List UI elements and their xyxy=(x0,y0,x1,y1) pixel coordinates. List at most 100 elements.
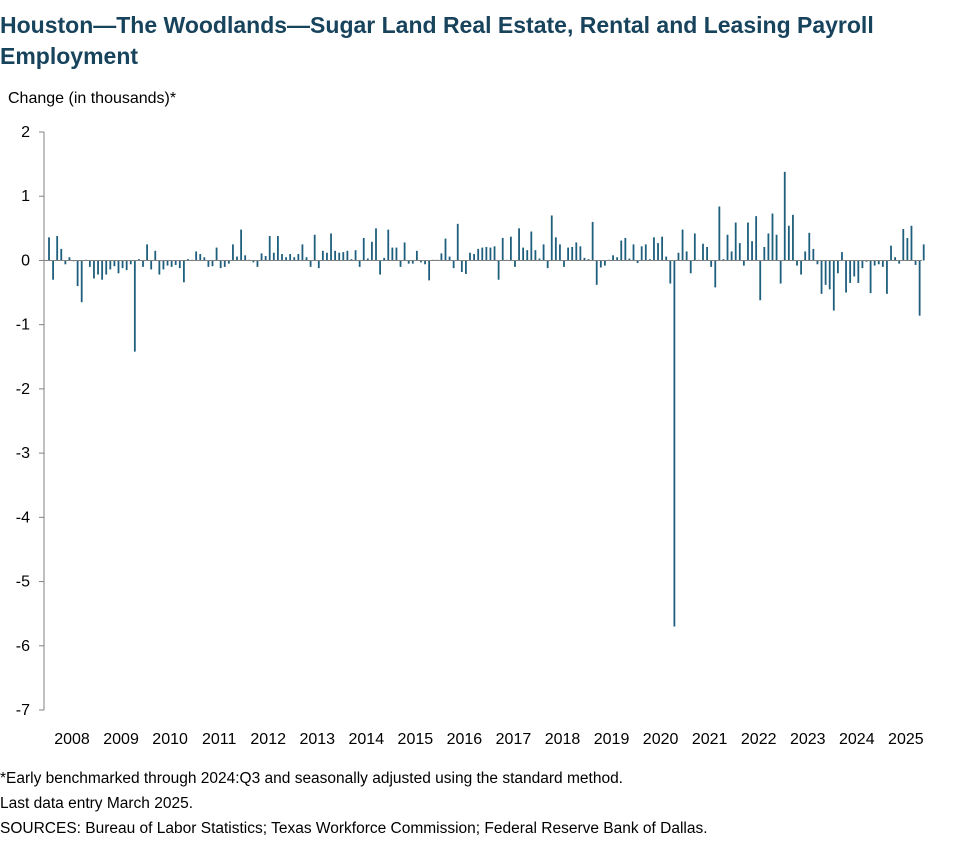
y-axis-label: Change (in thousands)* xyxy=(8,90,177,107)
bar xyxy=(550,215,553,261)
bar xyxy=(632,244,635,261)
bar xyxy=(97,260,99,275)
bar xyxy=(150,260,153,270)
bar xyxy=(685,251,688,261)
bar xyxy=(861,260,864,269)
bar xyxy=(403,242,406,261)
bar xyxy=(898,260,901,264)
footnote-benchmark: *Early benchmarked through 2024:Q3 and s… xyxy=(0,770,623,787)
bar xyxy=(522,247,525,261)
chart-title: Houston—The Woodlands—Sugar Land Real Es… xyxy=(0,12,874,69)
bar xyxy=(824,260,827,285)
bar xyxy=(272,252,275,261)
bar xyxy=(366,258,369,261)
bar xyxy=(890,245,892,261)
bar xyxy=(252,260,255,263)
bar xyxy=(653,237,655,261)
bar xyxy=(448,256,451,261)
bar xyxy=(48,237,50,261)
bars xyxy=(48,171,925,627)
bar xyxy=(738,243,741,261)
bar xyxy=(121,260,124,269)
bar xyxy=(203,257,206,261)
y-tick-label: -1 xyxy=(16,317,30,334)
bar xyxy=(881,260,884,267)
bar xyxy=(138,259,140,261)
bar xyxy=(763,246,766,261)
bar xyxy=(493,246,496,261)
bar xyxy=(305,257,308,261)
bar xyxy=(407,260,410,264)
bar xyxy=(338,252,341,261)
bar xyxy=(714,260,717,288)
bar xyxy=(722,259,725,261)
y-tick-label: -5 xyxy=(16,574,30,591)
bar xyxy=(616,257,619,261)
bar xyxy=(375,228,377,261)
bar xyxy=(620,240,623,261)
bar xyxy=(542,244,545,261)
bar xyxy=(56,236,59,261)
bar xyxy=(518,228,520,261)
footnote-last-entry: Last data entry March 2025. xyxy=(0,795,194,812)
y-axis: 2 1 0 -1 -2 -3 -4 -5 -6 -7 xyxy=(16,124,45,719)
bar xyxy=(440,253,443,261)
bar xyxy=(922,244,925,261)
x-tick-label: 2012 xyxy=(250,731,286,748)
bar xyxy=(886,260,888,294)
bar xyxy=(391,247,394,261)
bar xyxy=(841,252,843,261)
bar xyxy=(452,260,455,269)
bar xyxy=(293,257,296,261)
bar xyxy=(321,250,324,261)
bar xyxy=(816,260,819,265)
bar xyxy=(178,260,181,269)
bar xyxy=(836,260,839,274)
bar xyxy=(133,260,136,352)
bar xyxy=(563,260,565,267)
bar xyxy=(624,237,627,261)
x-tick-label: 2020 xyxy=(643,731,679,748)
bar xyxy=(661,236,664,261)
y-tick-label: -6 xyxy=(16,638,30,655)
bar xyxy=(371,241,373,261)
bar xyxy=(411,260,414,264)
bar xyxy=(669,260,672,284)
bar xyxy=(346,250,349,261)
bar xyxy=(297,254,300,261)
bar xyxy=(93,260,95,279)
bar xyxy=(174,260,177,265)
bar xyxy=(796,260,798,266)
bar xyxy=(595,260,598,285)
bar xyxy=(514,260,516,267)
bar xyxy=(260,253,263,261)
bar xyxy=(277,236,279,261)
x-tick-label: 2025 xyxy=(888,731,924,748)
bar xyxy=(60,248,63,261)
bar xyxy=(444,238,447,261)
bar xyxy=(219,260,222,269)
y-tick-label: 1 xyxy=(21,188,30,205)
bar xyxy=(599,260,602,268)
y-tick-label: -3 xyxy=(16,445,30,462)
bar xyxy=(195,251,198,261)
bar xyxy=(677,252,680,261)
bar xyxy=(718,206,721,261)
bar xyxy=(877,260,880,265)
bar xyxy=(489,247,492,261)
bar xyxy=(420,260,422,263)
bar xyxy=(428,260,431,281)
bar xyxy=(207,260,210,267)
bar xyxy=(755,216,758,261)
bar xyxy=(309,260,312,267)
x-tick-label: 2018 xyxy=(545,731,581,748)
bar xyxy=(285,257,287,261)
bar xyxy=(481,247,484,261)
bar xyxy=(571,246,574,261)
x-tick-label: 2021 xyxy=(692,731,728,748)
bar xyxy=(101,260,104,280)
bar xyxy=(395,247,398,261)
bar xyxy=(747,222,749,261)
bar xyxy=(182,260,185,283)
bar xyxy=(783,171,786,261)
